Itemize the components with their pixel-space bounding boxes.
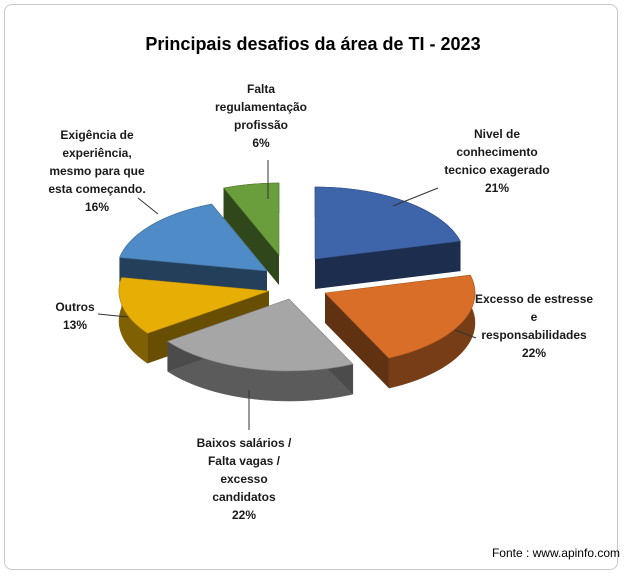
leader-line-1 [454, 329, 477, 339]
slice-2 [166, 298, 354, 372]
chart-title: Principais desafios da área de TI - 2023 [145, 34, 481, 54]
pie-labels: Nivel de conhecimento tecnico exagerado 21%… [48, 82, 593, 522]
slice-wall-1-1 [325, 293, 389, 389]
slice-5 [223, 182, 280, 256]
slice-label-line: tecnico exagerado [444, 163, 549, 177]
slice-label-0: Nivel de conhecimento tecnico exagerado 21% [444, 127, 549, 195]
leader-line-3 [97, 313, 129, 318]
slice-label-line: Baixos salários / [197, 436, 292, 450]
slice-label-line: Falta vagas / [208, 454, 281, 468]
slice-label-3: Outros 13% [55, 300, 95, 332]
slice-percent-1: 22% [522, 346, 546, 360]
slice-label-line: responsabilidades [481, 328, 587, 342]
slice-label-line: conhecimento [456, 145, 537, 159]
slice-label-line: Exigência de [60, 128, 134, 142]
source-note: Fonte : www.apinfo.com [491, 546, 620, 560]
slice-label-line: profissão [234, 118, 288, 132]
slice-wall-5-0 [223, 188, 279, 285]
slice-1 [324, 274, 476, 359]
slice-percent-0: 21% [485, 181, 509, 195]
slice-label-line: Falta [247, 82, 275, 96]
leader-line-0 [392, 187, 439, 207]
leader-line-4 [137, 197, 159, 215]
slice-4 [119, 203, 268, 272]
pie-tops [118, 182, 476, 372]
slice-label-line: candidatos [212, 490, 276, 504]
slice-label-line: esta começando. [48, 182, 145, 196]
slice-percent-3: 13% [63, 318, 87, 332]
slice-label-line: mesmo para que [49, 164, 145, 178]
slice-label-line: Outros [55, 300, 95, 314]
slice-label-1: Excesso de estresse e responsabilidades 22% [475, 292, 593, 360]
slice-label-line: excesso [220, 472, 267, 486]
slice-label-4: Exigência de experiência, mesmo para que es… [48, 128, 145, 214]
slice-label-line: regulamentação [215, 100, 307, 114]
slice-label-line: Excesso de estresse [475, 292, 593, 306]
slice-3 [118, 277, 270, 334]
slice-label-2: Baixos salários / Falta vagas / excesso can… [197, 436, 292, 522]
slice-percent-2: 22% [232, 508, 256, 522]
slice-label-line: e [531, 310, 538, 324]
slice-label-line: Nivel de [474, 127, 520, 141]
slice-percent-5: 6% [252, 136, 270, 150]
slice-label-line: experiência, [62, 146, 131, 160]
slice-percent-4: 16% [85, 200, 109, 214]
slice-wall-0-1 [315, 241, 461, 289]
slice-label-5: Falta regulamentação profissão 6% [215, 82, 307, 150]
slice-0 [314, 186, 461, 260]
chart-frame [4, 4, 618, 570]
